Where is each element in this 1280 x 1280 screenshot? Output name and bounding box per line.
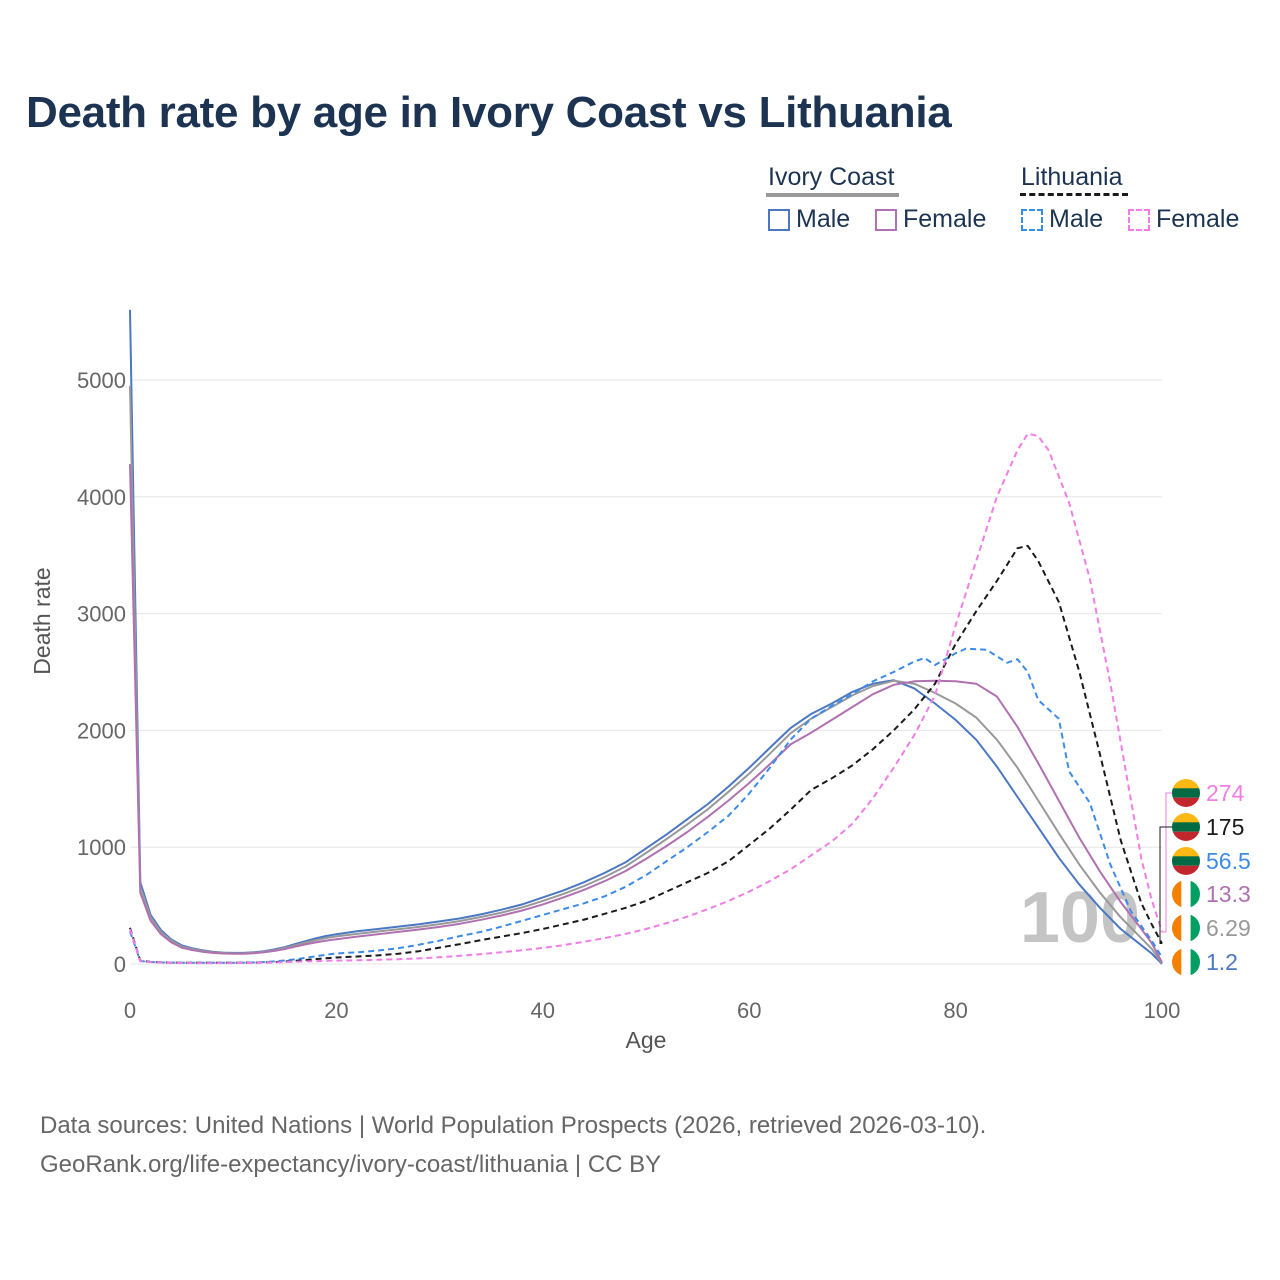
series-line-ivory-coast-female[interactable]	[129, 464, 1163, 963]
end-label-value: 274	[1206, 780, 1245, 806]
y-tick-label: 0	[114, 952, 126, 977]
end-labels: 274 175 56.5 13.3 6.29 1.2	[1172, 779, 1251, 976]
end-label-lithuania: 56.5	[1172, 847, 1251, 875]
series-line-ivory-coast-male[interactable]	[129, 309, 1163, 965]
x-tick-label: 40	[531, 998, 555, 1023]
x-tick-label: 20	[324, 998, 348, 1023]
grid-lines	[130, 379, 1162, 965]
ivory-coast-flag-icon	[1172, 914, 1200, 942]
ivory-coast-flag-icon	[1172, 948, 1200, 976]
x-tick-label: 60	[737, 998, 761, 1023]
series-line-lithuania-male[interactable]	[129, 647, 1163, 964]
x-axis-title: Age	[626, 1027, 667, 1053]
x-tick-label: 100	[1144, 998, 1181, 1023]
x-tick-label: 80	[943, 998, 967, 1023]
lithuania-flag-icon	[1172, 847, 1200, 875]
series-line-lithuania-female[interactable]	[129, 432, 1163, 965]
chart-title: Death rate by age in Ivory Coast vs Lith…	[26, 88, 952, 137]
sources-line-1: Data sources: United Nations | World Pop…	[40, 1112, 987, 1139]
chart-area: 0 1000 2000 3000 4000 5000 0 20 40 60 80 100 100 2…	[29, 309, 1251, 1053]
end-label-value: 1.2	[1206, 949, 1238, 975]
y-tick-label: 1000	[77, 835, 126, 860]
x-axis: 0 20 40 60 80 100	[124, 998, 1180, 1023]
end-label-connectors	[1159, 792, 1174, 945]
sources-line-2[interactable]: GeoRank.org/life-expectancy/ivory-coast/…	[40, 1151, 662, 1178]
y-axis: 0 1000 2000 3000 4000 5000	[77, 368, 126, 977]
end-label-lithuania: 274	[1172, 779, 1245, 807]
end-label-value: 13.3	[1206, 881, 1251, 907]
connector-lithuania-female	[1162, 792, 1174, 933]
y-tick-label: 4000	[77, 485, 126, 510]
connector-lithuania-total	[1159, 826, 1174, 945]
end-label-ivory-coast: 6.29	[1172, 914, 1251, 942]
year-watermark: 100	[1020, 878, 1140, 958]
y-tick-label: 5000	[77, 368, 126, 393]
sources-note: Data sources: United Nations | World Pop…	[40, 1106, 986, 1184]
y-tick-label: 3000	[77, 602, 126, 627]
lithuania-flag-icon	[1172, 779, 1200, 807]
end-label-value: 6.29	[1206, 915, 1251, 941]
ivory-coast-flag-icon	[1172, 880, 1200, 908]
x-tick-label: 0	[124, 998, 136, 1023]
lithuania-flag-icon	[1172, 813, 1200, 841]
end-label-value: 175	[1206, 814, 1244, 840]
y-tick-label: 2000	[77, 718, 126, 743]
end-label-ivory-coast: 13.3	[1172, 880, 1251, 908]
end-label-value: 56.5	[1206, 848, 1251, 874]
end-label-lithuania: 175	[1172, 813, 1244, 841]
y-axis-title: Death rate	[29, 567, 55, 674]
end-label-ivory-coast: 1.2	[1172, 948, 1238, 976]
series-layer	[129, 309, 1163, 965]
